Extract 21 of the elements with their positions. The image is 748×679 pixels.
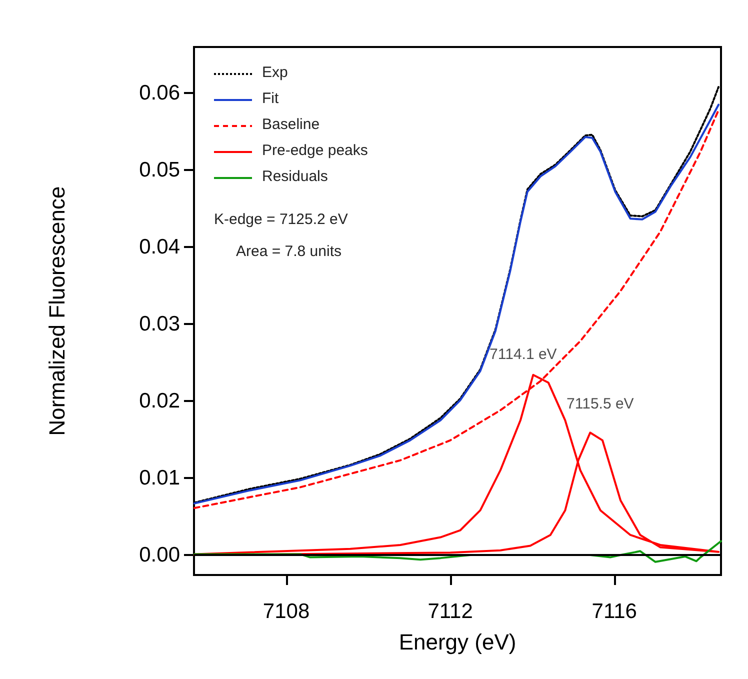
annotation: 7114.1 eV [490, 346, 557, 363]
x-tick-label: 7112 [428, 600, 473, 623]
legend-label: Residuals [262, 168, 328, 185]
y-tick-label: 0.00 [139, 543, 180, 566]
legend-label: Exp [262, 64, 288, 81]
y-axis-title: Normalized Fluorescence [44, 186, 70, 436]
legend-label: Baseline [262, 116, 320, 133]
legend-label: Pre-edge peaks [262, 142, 368, 159]
x-tick-label: 7116 [592, 600, 637, 623]
x-tick-label: 7108 [262, 600, 310, 623]
annotation: K-edge = 7125.2 eV [214, 211, 348, 228]
y-tick-label: 0.03 [139, 312, 180, 336]
x-axis-title: Energy (eV) [398, 630, 516, 654]
y-tick-label: 0.06 [139, 82, 180, 105]
y-tick-label: 0.04 [139, 236, 180, 259]
annotation: 7115.5 eV [566, 396, 634, 413]
y-tick-label: 0.05 [139, 158, 180, 182]
legend-label: Fit [262, 90, 280, 107]
annotation: Area = 7.8 units [236, 243, 342, 260]
y-tick-label: 0.02 [139, 390, 180, 413]
y-tick-label: 0.01 [139, 466, 180, 490]
